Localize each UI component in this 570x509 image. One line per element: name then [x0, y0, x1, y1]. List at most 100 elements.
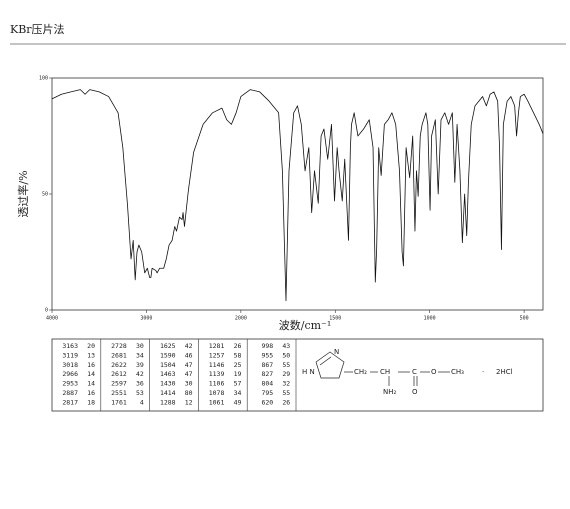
peak-wavenumber: 1463	[160, 370, 176, 378]
peak-transmittance: 12	[185, 398, 193, 406]
peak-transmittance: 36	[136, 380, 144, 388]
peak-wavenumber: 1625	[160, 342, 176, 350]
peak-wavenumber: 1146	[209, 361, 225, 369]
ring	[315, 351, 345, 379]
peak-wavenumber: 3163	[62, 342, 78, 350]
peak-transmittance: 55	[282, 361, 290, 369]
peak-transmittance: 55	[282, 389, 290, 397]
peak-transmittance: 14	[87, 380, 95, 388]
spectrum-line	[51, 89, 544, 302]
peak-wavenumber: 1414	[160, 389, 176, 397]
peak-wavenumber: 1288	[160, 398, 176, 406]
peak-wavenumber: 2597	[111, 380, 127, 388]
peak-wavenumber: 1257	[209, 351, 225, 359]
peak-transmittance: 42	[136, 370, 144, 378]
peak-wavenumber: 1504	[160, 361, 176, 369]
peak-wavenumber: 1061	[209, 398, 225, 406]
x-tick-label: 1000	[424, 316, 436, 322]
group-label: CH	[380, 368, 390, 376]
peak-transmittance: 58	[234, 351, 242, 359]
atom-label: C	[412, 368, 417, 376]
peak-wavenumber: 3119	[62, 351, 78, 359]
peak-transmittance: 26	[282, 398, 290, 406]
peak-table-frame	[51, 338, 544, 412]
atom-label: N	[334, 348, 339, 356]
peak-transmittance: 13	[87, 351, 95, 359]
plot-frame	[51, 77, 544, 311]
peak-transmittance: 57	[234, 380, 242, 388]
peak-wavenumber: 2612	[111, 370, 127, 378]
peak-wavenumber: 2622	[111, 361, 127, 369]
peak-wavenumber: 1139	[209, 370, 225, 378]
x-tick-label: 500	[520, 316, 529, 322]
peak-wavenumber: 1078	[209, 389, 225, 397]
peak-transmittance: 39	[136, 361, 144, 369]
peak-transmittance: 53	[136, 389, 144, 397]
peak-wavenumber: 2728	[111, 342, 127, 350]
group-label: NH₂	[383, 388, 397, 396]
x-axis-label: 波数/cm⁻¹	[279, 319, 332, 332]
atom-label: O	[412, 388, 418, 396]
peak-transmittance: 19	[234, 370, 242, 378]
peak-wavenumber: 2953	[62, 380, 78, 388]
peak-wavenumber: 804	[261, 380, 273, 388]
peak-wavenumber: 2817	[62, 398, 78, 406]
y-axis-label: 透过率/%	[16, 170, 30, 217]
peak-wavenumber: 1590	[160, 351, 176, 359]
peak-wavenumber: 1281	[209, 342, 225, 350]
peak-wavenumber: 795	[261, 389, 273, 397]
peak-transmittance: 34	[136, 351, 144, 359]
peak-transmittance: 47	[185, 361, 193, 369]
peak-wavenumber: 827	[261, 370, 273, 378]
salt-label: 2HCl	[496, 368, 513, 376]
peak-transmittance: 43	[282, 342, 290, 350]
y-tick-label: 0	[45, 308, 48, 314]
peak-transmittance: 30	[136, 342, 144, 350]
peak-transmittance: 16	[87, 361, 95, 369]
peak-transmittance: 20	[87, 342, 95, 350]
peak-transmittance: 16	[87, 389, 95, 397]
peak-wavenumber: 1106	[209, 380, 225, 388]
y-tick-label: 100	[39, 76, 48, 82]
peak-transmittance: 4	[140, 398, 144, 406]
peak-wavenumber: 620	[261, 398, 273, 406]
peak-wavenumber: 2966	[62, 370, 78, 378]
peak-transmittance: 25	[234, 361, 242, 369]
peak-transmittance: 14	[87, 370, 95, 378]
x-tick-label: 3000	[140, 316, 152, 322]
peak-transmittance: 49	[234, 398, 242, 406]
x-tick-label: 4000	[46, 316, 58, 322]
peak-transmittance: 32	[282, 380, 290, 388]
dot-label: ·	[482, 368, 484, 376]
peak-wavenumber: 867	[261, 361, 273, 369]
group-label: CH₃	[451, 368, 464, 376]
peak-transmittance: 29	[282, 370, 290, 378]
peak-transmittance: 34	[234, 389, 242, 397]
peak-wavenumber: 2887	[62, 389, 78, 397]
peak-wavenumber: 3018	[62, 361, 78, 369]
peak-transmittance: 46	[185, 351, 193, 359]
peak-wavenumber: 2551	[111, 389, 127, 397]
peak-wavenumber: 1761	[111, 398, 127, 406]
x-tick-label: 2000	[235, 316, 247, 322]
header-title: KBr压片法	[10, 22, 65, 36]
peak-transmittance: 18	[87, 398, 95, 406]
peak-transmittance: 30	[185, 380, 193, 388]
peak-transmittance: 26	[234, 342, 242, 350]
structure-drawing	[315, 351, 450, 386]
atom-label: H N	[302, 368, 315, 376]
peak-wavenumber: 955	[261, 351, 273, 359]
peak-transmittance: 80	[185, 389, 193, 397]
atom-label: O	[431, 368, 437, 376]
group-label: CH₂	[354, 368, 367, 376]
peak-transmittance: 50	[282, 351, 290, 359]
peak-wavenumber: 2681	[111, 351, 127, 359]
peak-transmittance: 47	[185, 370, 193, 378]
peak-wavenumber: 1430	[160, 380, 176, 388]
ring-bond	[319, 356, 332, 366]
x-tick-label: 1500	[329, 316, 341, 322]
peak-transmittance: 42	[185, 342, 193, 350]
y-tick-label: 50	[42, 192, 48, 198]
peak-wavenumber: 998	[261, 342, 273, 350]
